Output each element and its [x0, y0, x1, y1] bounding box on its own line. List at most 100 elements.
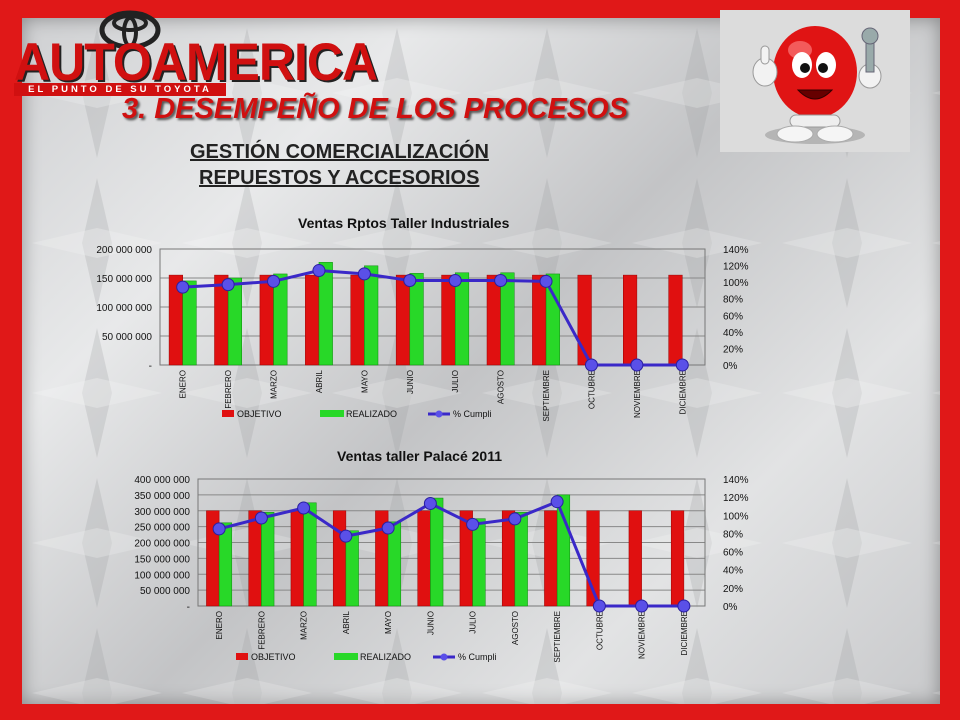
section-subtitle-1: GESTIÓN COMERCIALIZACIÓN — [190, 141, 489, 163]
point-cumpli — [176, 280, 190, 294]
bar-realizado — [303, 502, 317, 607]
point-cumpli — [494, 273, 508, 287]
toyota-emblem-icon — [99, 10, 161, 50]
x-tick-label: NOVIEMBRE — [638, 611, 647, 659]
bar-realizado — [318, 262, 333, 366]
bar-objetivo — [577, 274, 592, 366]
y2-tick-label: 60% — [723, 548, 743, 559]
y-tick-label: 150 000 000 — [134, 554, 190, 565]
bar-objetivo — [248, 510, 262, 607]
page-title: 3. DESEMPEÑO DE LOS PROCESOS — [122, 93, 628, 125]
x-tick-label: MAYO — [360, 370, 369, 393]
legend-label-cumpli: % Cumpli — [453, 409, 492, 419]
x-tick-label: AGOSTO — [511, 611, 520, 645]
y2-tick-label: 80% — [723, 295, 743, 306]
x-tick-label: ABRIL — [342, 610, 351, 634]
legend-swatch-objetivo — [236, 653, 248, 660]
x-tick-label: NOVIEMBRE — [633, 370, 642, 418]
y-tick-label: 50 000 000 — [102, 332, 152, 343]
y-tick-label: 100 000 000 — [134, 570, 190, 581]
point-cumpli — [339, 529, 353, 543]
bar-objetivo — [332, 510, 347, 607]
point-cumpli — [677, 599, 691, 613]
bar-realizado — [500, 272, 515, 366]
point-cumpli — [550, 495, 564, 509]
y2-tick-label: 100% — [723, 511, 749, 522]
point-cumpli — [267, 274, 281, 288]
x-tick-label: FEBRERO — [257, 611, 266, 650]
mascot-image — [720, 10, 910, 152]
y2-tick-label: 120% — [723, 262, 749, 273]
point-cumpli — [675, 358, 689, 372]
y2-tick-label: 40% — [723, 328, 743, 339]
legend-swatch-objetivo — [222, 410, 234, 417]
bar-realizado — [556, 494, 571, 607]
bar-realizado — [454, 272, 470, 366]
x-tick-label: DICIEMBRE — [680, 611, 689, 655]
bar-realizado — [472, 518, 486, 607]
y-tick-label: 400 000 000 — [134, 475, 190, 486]
company-logo-tagline: EL PUNTO DE SU TOYOTA — [14, 83, 226, 96]
legend-label-objetivo: OBJETIVO — [237, 409, 282, 419]
red-mascot-thumbs-up-wrench-icon — [720, 10, 910, 152]
bar-realizado — [273, 273, 288, 366]
bar-objetivo — [670, 510, 685, 607]
line-cumpli — [218, 499, 684, 608]
x-tick-label: FEBRERO — [224, 370, 233, 409]
y2-tick-label: 60% — [723, 311, 743, 322]
bar-realizado — [364, 265, 379, 366]
x-tick-label: OCTUBRE — [595, 611, 604, 650]
y-tick-label: 100 000 000 — [96, 303, 152, 314]
bar-realizado — [345, 530, 359, 607]
y2-tick-label: 0% — [723, 602, 738, 613]
legend-label-objetivo: OBJETIVO — [251, 652, 296, 662]
plot-frame — [159, 248, 706, 366]
chart-1-title: Ventas Rptos Taller Industriales — [298, 215, 510, 231]
point-cumpli — [221, 278, 235, 292]
x-tick-label: DICIEMBRE — [678, 370, 687, 414]
bar-objetivo — [628, 510, 642, 607]
point-cumpli — [212, 522, 226, 536]
x-tick-label: SEPTIEMBRE — [542, 370, 551, 422]
bar-objetivo — [544, 510, 558, 607]
legend-swatch-realizado — [334, 653, 358, 660]
chart-2-legend: OBJETIVO REALIZADO % Cumpli — [236, 652, 497, 662]
chart-1-legend: OBJETIVO REALIZADO % Cumpli — [222, 409, 492, 419]
point-cumpli — [254, 511, 268, 525]
point-cumpli — [635, 599, 649, 613]
y2-tick-label: 20% — [723, 344, 743, 355]
x-tick-label: MARZO — [300, 611, 309, 640]
bar-objetivo — [290, 510, 304, 607]
company-logo-text: AUTOAMERICA — [14, 32, 378, 92]
bar-objetivo — [417, 510, 431, 607]
y-tick-label: 50 000 000 — [140, 586, 190, 597]
legend-marker-cumpli — [435, 410, 443, 418]
point-cumpli — [592, 599, 606, 613]
y-tick-label: - — [187, 602, 190, 613]
point-cumpli — [448, 273, 462, 287]
point-cumpli — [508, 512, 522, 526]
point-cumpli — [403, 273, 417, 287]
x-tick-label: MARZO — [270, 370, 279, 399]
x-tick-label: ENERO — [179, 370, 188, 398]
point-cumpli — [466, 517, 480, 531]
y-tick-label: 300 000 000 — [134, 507, 190, 518]
bar-realizado — [261, 512, 275, 607]
x-tick-label: MAYO — [384, 611, 393, 634]
x-tick-label: JULIO — [451, 370, 460, 393]
y2-tick-label: 0% — [723, 361, 738, 372]
legend-label-realizado: REALIZADO — [346, 409, 397, 419]
bar-realizado — [545, 273, 560, 366]
point-cumpli — [357, 267, 371, 281]
line-cumpli — [182, 269, 683, 367]
y-tick-label: - — [149, 361, 152, 372]
plot-frame — [197, 478, 706, 607]
bar-realizado — [409, 273, 424, 366]
legend-label-realizado: REALIZADO — [360, 652, 411, 662]
y-tick-label: 200 000 000 — [96, 245, 152, 256]
point-cumpli — [630, 358, 644, 372]
x-tick-label: ENERO — [215, 611, 224, 639]
point-cumpli — [312, 264, 326, 278]
